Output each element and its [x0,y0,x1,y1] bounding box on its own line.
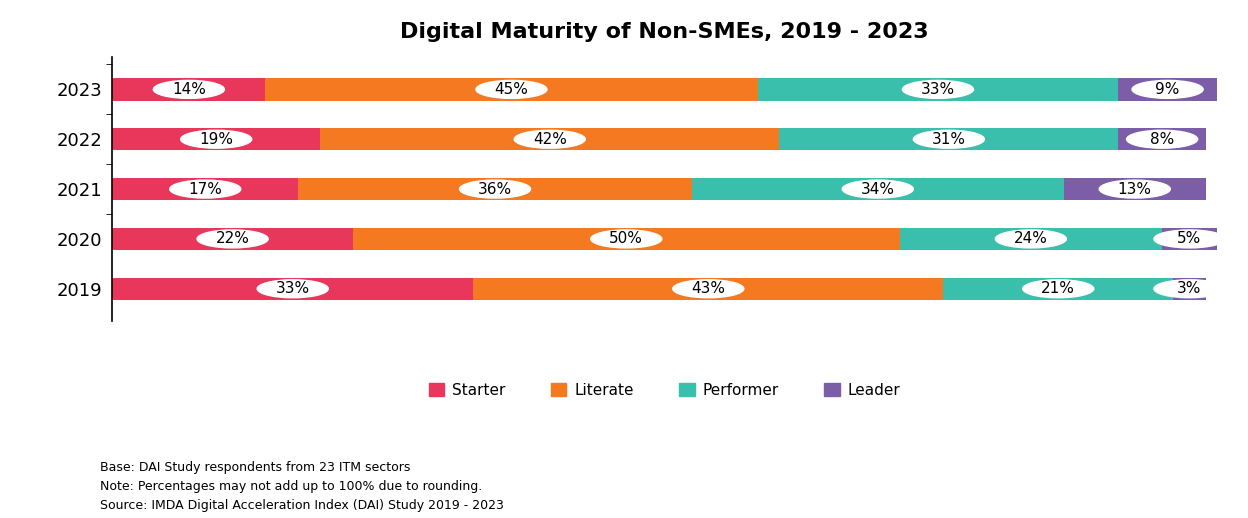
Text: 21%: 21% [1041,281,1076,296]
Bar [758,78,1118,100]
Bar [1063,178,1206,200]
Ellipse shape [996,230,1067,248]
Bar [1118,78,1217,100]
Bar [112,78,266,100]
Text: 34%: 34% [861,182,895,196]
Bar [1118,128,1206,150]
Bar [112,228,353,250]
Bar [112,128,319,150]
Bar [353,228,900,250]
Ellipse shape [459,180,530,198]
Bar [691,178,1063,200]
Text: 36%: 36% [478,182,512,196]
Text: 13%: 13% [1118,182,1152,196]
Text: 22%: 22% [216,232,250,247]
Text: 42%: 42% [533,132,567,147]
Bar [1162,228,1217,250]
Bar [112,178,298,200]
Bar [266,78,758,100]
Ellipse shape [514,130,585,148]
Title: Digital Maturity of Non-SMEs, 2019 - 2023: Digital Maturity of Non-SMEs, 2019 - 202… [401,22,929,41]
Ellipse shape [154,80,225,98]
Ellipse shape [257,280,328,298]
Ellipse shape [1154,230,1226,248]
Ellipse shape [1099,180,1171,198]
Ellipse shape [673,280,744,298]
Text: 33%: 33% [921,82,955,97]
Bar [900,228,1162,250]
Text: 5%: 5% [1177,232,1202,247]
Ellipse shape [590,230,661,248]
Ellipse shape [902,80,973,98]
Legend: Starter, Literate, Performer, Leader: Starter, Literate, Performer, Leader [429,383,900,398]
Bar [473,278,943,300]
Text: 17%: 17% [188,182,222,196]
Ellipse shape [181,130,252,148]
Text: 43%: 43% [691,281,725,296]
Ellipse shape [1127,130,1198,148]
Text: 24%: 24% [1013,232,1048,247]
Text: 9%: 9% [1156,82,1179,97]
Text: 3%: 3% [1177,281,1202,296]
Text: 14%: 14% [172,82,206,97]
Bar [943,278,1173,300]
Ellipse shape [170,180,241,198]
Ellipse shape [197,230,268,248]
Ellipse shape [475,80,547,98]
Text: 33%: 33% [276,281,310,296]
Text: 31%: 31% [932,132,966,147]
Text: 45%: 45% [494,82,528,97]
Text: 8%: 8% [1149,132,1174,147]
Bar [112,278,473,300]
Ellipse shape [842,180,914,198]
Ellipse shape [1022,280,1093,298]
Text: 19%: 19% [200,132,233,147]
Ellipse shape [1132,80,1203,98]
Bar [1173,278,1206,300]
Bar [319,128,780,150]
Bar [780,128,1118,150]
Text: 50%: 50% [609,232,643,247]
Text: Base: DAI Study respondents from 23 ITM sectors
Note: Percentages may not add up: Base: DAI Study respondents from 23 ITM … [100,461,504,512]
Ellipse shape [914,130,985,148]
Bar [298,178,691,200]
Ellipse shape [1154,280,1226,298]
